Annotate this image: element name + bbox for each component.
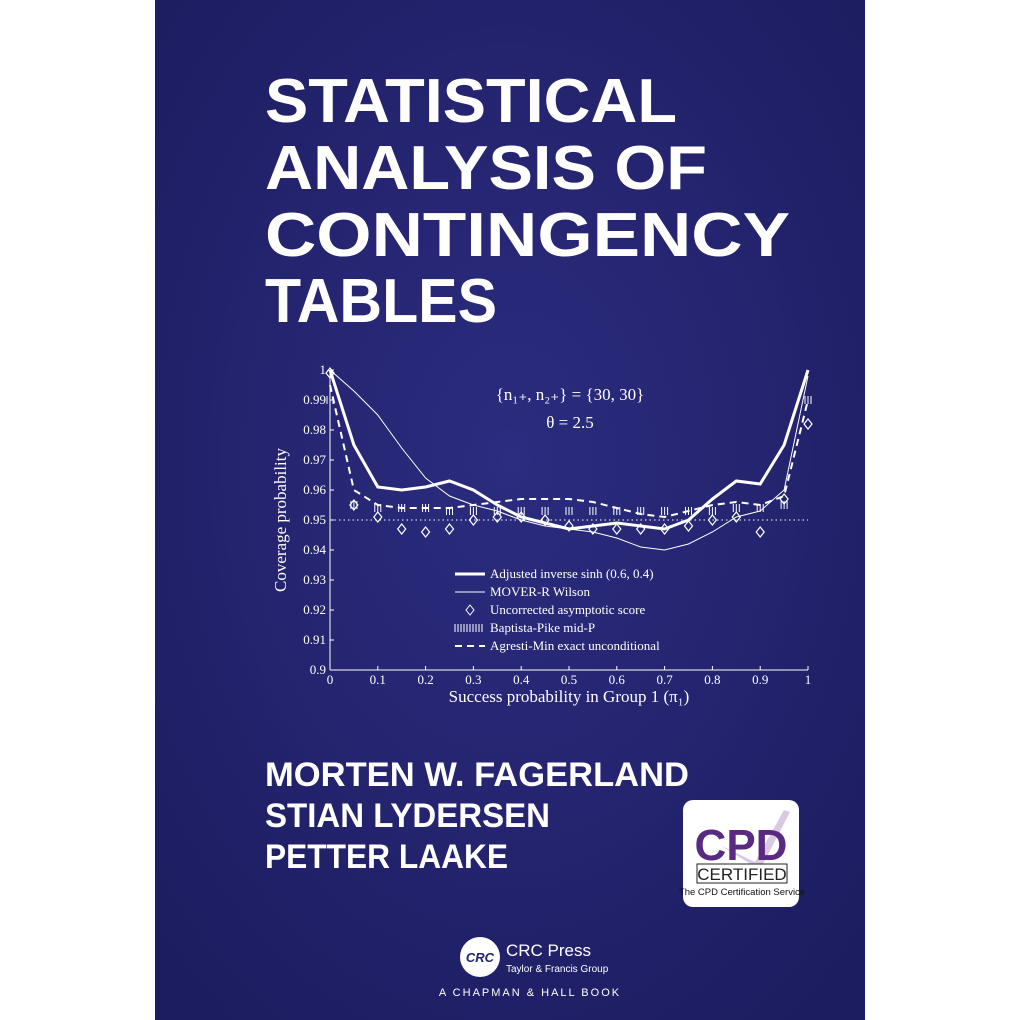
diamond-marker (396, 523, 407, 535)
badge-logo: CPD (695, 821, 788, 870)
publisher: CRC CRC Press Taylor & Francis Group A C… (439, 937, 621, 999)
x-tick-label: 0.6 (609, 672, 626, 687)
legend-symbol (465, 604, 475, 616)
y-tick-label: 1 (320, 362, 327, 377)
title-line: ANALYSIS OF (265, 134, 707, 203)
crc-logo-disc (460, 937, 500, 977)
tick-marker (350, 501, 358, 509)
diamond-marker (612, 523, 622, 535)
diamond-marker (659, 523, 670, 535)
title-line: CONTINGENCY (265, 201, 790, 270)
cpd-badge: CPD CERTIFIED The CPD Certification Serv… (679, 800, 805, 907)
tick-marker (565, 507, 573, 515)
x-tick-label: 0 (327, 672, 334, 687)
legend-label: Baptista-Pike mid-P (490, 620, 595, 635)
diamond-marker (683, 520, 694, 532)
y-tick-label: 0.96 (303, 482, 326, 497)
badge-status: CERTIFIED (697, 865, 786, 884)
title-line: STATISTICAL (265, 67, 677, 136)
badge-frame (696, 863, 788, 884)
tick-marker (804, 396, 812, 404)
y-tick-label: 0.95 (303, 512, 326, 527)
diamond-marker (516, 511, 526, 523)
y-axis-label: Coverage probability (271, 448, 290, 592)
badge-service: The CPD Certification Service (679, 887, 805, 898)
tick-marker (708, 507, 716, 515)
diamond-marker (420, 526, 431, 538)
legend-symbol (454, 624, 483, 632)
y-tick-label: 0.93 (303, 572, 326, 587)
chart: 0.90.910.920.930.940.950.960.970.980.991… (271, 362, 813, 706)
tick-marker (493, 507, 501, 515)
author: MORTEN W. FAGERLAND (265, 756, 689, 794)
diamond-marker (755, 526, 765, 538)
series-line (329, 369, 809, 551)
y-tick-label: 0.99 (303, 392, 326, 407)
badge-check (720, 810, 790, 870)
x-tick-label: 0.9 (752, 672, 768, 687)
diamond-marker (803, 418, 813, 430)
diamond-marker (635, 523, 646, 535)
x-tick-label: 0.3 (465, 672, 481, 687)
y-tick-label: 0.9 (310, 662, 326, 677)
author: PETTER LAAKE (265, 838, 508, 876)
x-axis-label: Success probability in Group 1 (π₁) (449, 687, 690, 706)
tick-marker (589, 507, 597, 515)
x-tick-label: 0.2 (417, 672, 433, 687)
tick-marker (732, 504, 740, 512)
tick-marker (541, 507, 549, 515)
diamond-marker (588, 523, 598, 535)
publisher-name: CRC Press (506, 941, 591, 960)
x-tick-label: 0.5 (561, 672, 577, 687)
title-line: TABLES (265, 267, 497, 336)
tick-marker (661, 507, 669, 515)
crc-logo: CRC (466, 950, 495, 965)
series-line (329, 384, 809, 519)
y-tick-label: 0.94 (303, 542, 326, 557)
imprint: A CHAPMAN & HALL BOOK (439, 987, 621, 999)
x-tick-label: 0.1 (370, 672, 386, 687)
annotation: θ = 2.5 (546, 413, 593, 432)
y-tick-label: 0.92 (303, 602, 326, 617)
y-tick-label: 0.91 (303, 632, 326, 647)
tick-marker (469, 507, 477, 515)
diamond-marker (468, 514, 479, 526)
y-tick-label: 0.97 (303, 452, 326, 467)
y-tick-label: 0.98 (303, 422, 326, 437)
legend-label: Agresti-Min exact unconditional (490, 638, 660, 653)
diamond-marker (564, 520, 574, 532)
author: STIAN LYDERSEN (265, 797, 550, 835)
legend-label: Uncorrected asymptotic score (490, 602, 645, 617)
diamond-marker (540, 514, 550, 526)
legend-label: Adjusted inverse sinh (0.6, 0.4) (490, 566, 654, 581)
x-tick-label: 0.8 (704, 672, 720, 687)
x-tick-label: 1 (805, 672, 812, 687)
diamond-marker (373, 511, 383, 523)
legend-label: MOVER-R Wilson (490, 584, 590, 599)
diamond-marker (492, 511, 503, 523)
x-tick-label: 0.4 (513, 672, 530, 687)
diamond-marker (325, 367, 335, 379)
x-tick-label: 0.7 (656, 672, 673, 687)
diamond-marker (444, 523, 455, 535)
publisher-group: Taylor & Francis Group (506, 964, 609, 975)
tick-marker (780, 501, 788, 509)
tick-marker (517, 507, 525, 515)
annotation: {n₁₊, n₂₊} = {30, 30} (496, 385, 645, 404)
diamond-marker (731, 511, 742, 523)
diamond-marker (707, 514, 718, 526)
